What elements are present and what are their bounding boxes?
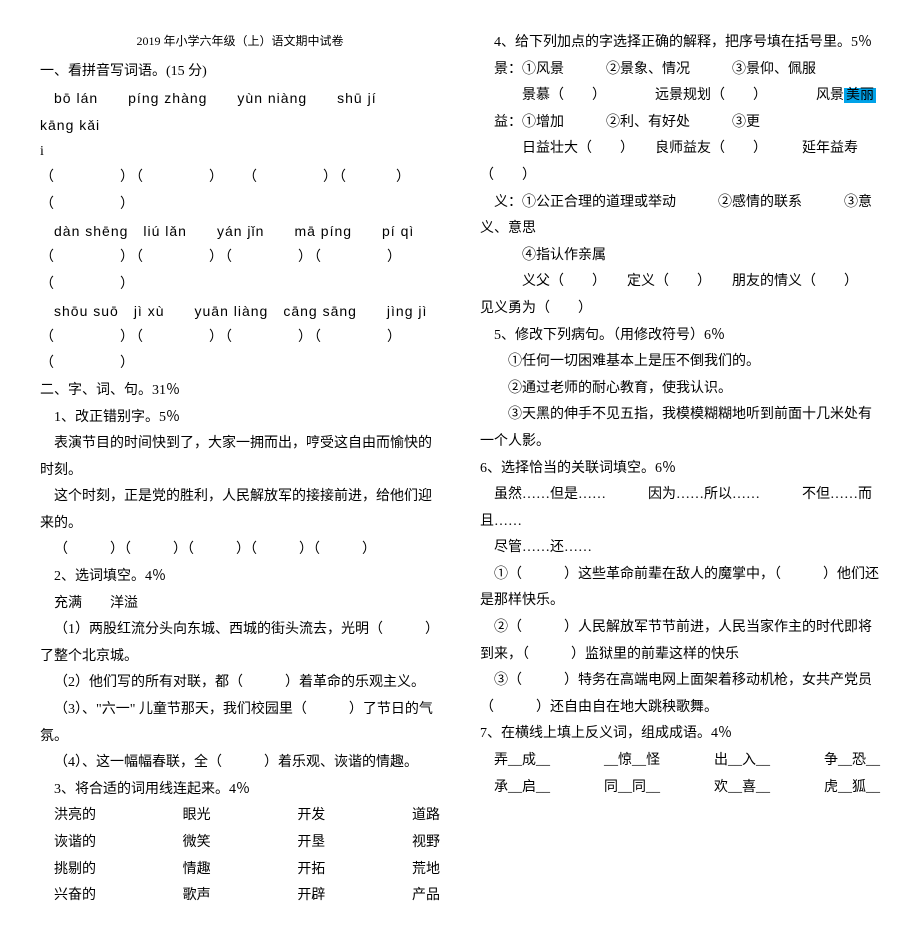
q7b-1: 承__启__ [480,775,550,802]
q7a-1: 弄__成__ [480,748,550,775]
q1-line-b: 这个时刻，正是党的胜利，人民解放军的接接前进，给他们迎来的。 [40,484,440,537]
blank-row-3: （ ）（ ）（ ）（ ）（ ） [40,325,440,378]
q5-item-3: ③天黑的伸手不见五指，我模模糊糊地听到前面十几米处有一个人影。 [480,402,880,455]
q3c-r1: 开拓 [283,857,325,884]
q3b-r2: 视野 [398,830,440,857]
q3c-l: 挑剔的 [40,857,96,884]
q3c-m: 情趣 [169,857,211,884]
q1: 1、改正错别字。5％ [40,405,440,432]
q2-item-1: （1）两股红流分头向东城、西城的街头流去，光明（ ）了整个北京城。 [40,617,440,670]
q7a-2: __惊__怪 [590,748,660,775]
pinyin-row-1: bō lán pínɡ zhànɡ yùn niànɡ shū jí kānɡ … [40,85,440,138]
q3d-m: 歌声 [169,883,211,910]
q5-item-1: ①任何一切困难基本上是压不倒我们的。 [480,349,880,376]
q7a-3: 出__入__ [700,748,770,775]
left-column: 2019 年小学六年级（上）语文期中试卷 一、看拼音写词语。(15 分) bō … [40,30,440,910]
q1-blanks: （ ）（ ）（ ）（ ）（ ） [40,537,440,564]
right-column: 4、给下列加点的字选择正确的解释，把序号填在括号里。5％ 景：①风景 ②景象、情… [480,30,880,910]
section-2-heading: 二、字、词、句。31％ [40,378,440,405]
q6-item-1: ①（ ）这些革命前辈在敌人的魔掌中，（ ）他们还是那样快乐。 [480,562,880,615]
exam-title: 2019 年小学六年级（上）语文期中试卷 [40,30,440,53]
q3d-r1: 开辟 [283,883,325,910]
q7-row-b: 承__启__ 同__同__ 欢__喜__ 虎__狐__ [480,775,880,802]
q2-item-2: （2）他们写的所有对联，都（ ）着革命的乐观主义。 [40,670,440,697]
q7b-4: 虎__狐__ [810,775,880,802]
q3-row-b: 诙谐的 微笑 开垦 视野 [40,830,440,857]
q7b-2: 同__同__ [590,775,660,802]
q7: 7、在横线上填上反义词，组成成语。4％ [480,721,880,748]
q3-row-c: 挑剔的 情趣 开拓 荒地 [40,857,440,884]
q3c-r2: 荒地 [398,857,440,884]
q7b-3: 欢__喜__ [700,775,770,802]
blank-row-2: （ ）（ ）（ ）（ ）（ ） [40,245,440,298]
q3b-r1: 开垦 [283,830,325,857]
q2-item-4: （4）、这一幅幅春联，全（ ）着乐观、诙谐的情趣。 [40,750,440,777]
q6-item-3: ③（ ）特务在高端电网上面架着移动机枪，女共产党员（ ）还自由自在地大跳秧歌舞。 [480,668,880,721]
q3-row-d: 兴奋的 歌声 开辟 产品 [40,883,440,910]
pinyin-row-2: dàn shēnɡ liú lǎn yán jǐn mā pínɡ pí qì [40,218,440,245]
q3a-r2: 道路 [398,803,440,830]
pinyin-row-3: shōu suō jì xù yuān liànɡ cānɡ sānɡ jìnɡ… [40,298,440,325]
q5-item-2: ②通过老师的耐心教育，使我认识。 [480,376,880,403]
q3: 3、将合适的词用线连起来。4％ [40,777,440,804]
q4-line-f: ④指认作亲属 [480,243,880,270]
q2-words: 充满 洋溢 [40,591,440,618]
q3d-l: 兴奋的 [40,883,96,910]
q4-line-e: 义：①公正合理的道理或举动 ②感情的联系 ③意义、意思 [480,190,880,243]
q7-row-a: 弄__成__ __惊__怪 出__入__ 争__恐__ [480,748,880,775]
q5: 5、修改下列病句。（用修改符号）6％ [480,323,880,350]
pinyin-row-1b: i [40,139,440,166]
q4-line-g: 义父（ ） 定义（ ） 朋友的情义（ ） 见义勇为（ ） [480,269,880,322]
q3a-r1: 开发 [283,803,325,830]
section-1-heading: 一、看拼音写词语。(15 分) [40,59,440,86]
q4: 4、给下列加点的字选择正确的解释，把序号填在括号里。5％ [480,30,880,57]
q3b-l: 诙谐的 [40,830,96,857]
q6-words-a: 虽然……但是…… 因为……所以…… 不但……而且…… [480,482,880,535]
q2-item-3: （3）、"六一" 儿童节那天，我们校园里（ ）了节日的气氛。 [40,697,440,750]
q2: 2、选词填空。4％ [40,564,440,591]
q7a-4: 争__恐__ [810,748,880,775]
q6-item-2: ②（ ）人民解放军节节前进，人民当家作主的时代即将到来，（ ）监狱里的前辈这样的… [480,615,880,668]
q6: 6、选择恰当的关联词填空。6％ [480,456,880,483]
q3d-r2: 产品 [398,883,440,910]
q6-words-b: 尽管……还…… [480,535,880,562]
q4-line-a: 景：①风景 ②景象、情况 ③景仰、佩服 [480,57,880,84]
q3a-l: 洪亮的 [40,803,96,830]
q3-row-a: 洪亮的 眼光 开发 道路 [40,803,440,830]
q3b-m: 微笑 [169,830,211,857]
blank-row-1: （ ）（ ） （ ）（ ）（ ） [40,165,440,218]
q4-line-c: 益：①增加 ②利、有好处 ③更 [480,110,880,137]
q4-line-b: 景慕（ ） 远景规划（ ） 风景美丽 [480,83,880,110]
q3a-m: 眼光 [169,803,211,830]
q4-line-d: 日益壮大（ ） 良师益友（ ） 延年益寿（ ） [480,136,880,189]
highlight-text: 美丽 [844,88,876,103]
q1-line-a: 表演节目的时间快到了，大家一拥而出，哼受这自由而愉快的时刻。 [40,431,440,484]
